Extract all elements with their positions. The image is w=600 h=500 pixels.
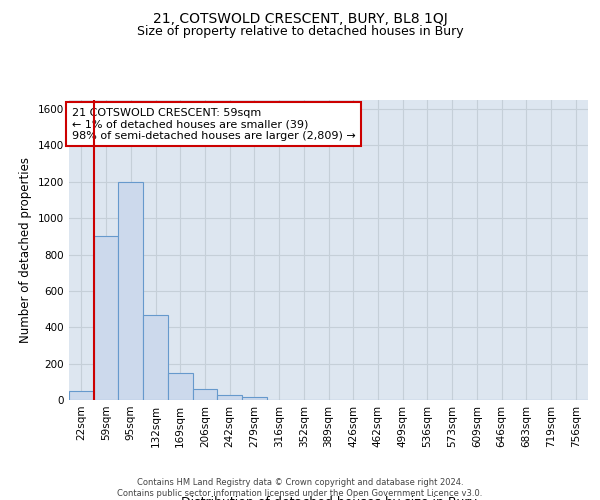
Bar: [69, 391, 94, 400]
Y-axis label: Number of detached properties: Number of detached properties: [19, 157, 32, 343]
Text: 21, COTSWOLD CRESCENT, BURY, BL8 1QJ: 21, COTSWOLD CRESCENT, BURY, BL8 1QJ: [152, 12, 448, 26]
Bar: [242, 398, 267, 400]
Bar: [217, 394, 242, 400]
Text: Contains HM Land Registry data © Crown copyright and database right 2024.
Contai: Contains HM Land Registry data © Crown c…: [118, 478, 482, 498]
X-axis label: Distribution of detached houses by size in Bury: Distribution of detached houses by size …: [181, 496, 476, 500]
Bar: [168, 372, 193, 400]
Bar: [193, 389, 217, 400]
Bar: [143, 316, 168, 400]
Text: 21 COTSWOLD CRESCENT: 59sqm
← 1% of detached houses are smaller (39)
98% of semi: 21 COTSWOLD CRESCENT: 59sqm ← 1% of deta…: [71, 108, 355, 140]
Bar: [118, 182, 143, 400]
Bar: [94, 236, 118, 400]
Text: Size of property relative to detached houses in Bury: Size of property relative to detached ho…: [137, 25, 463, 38]
